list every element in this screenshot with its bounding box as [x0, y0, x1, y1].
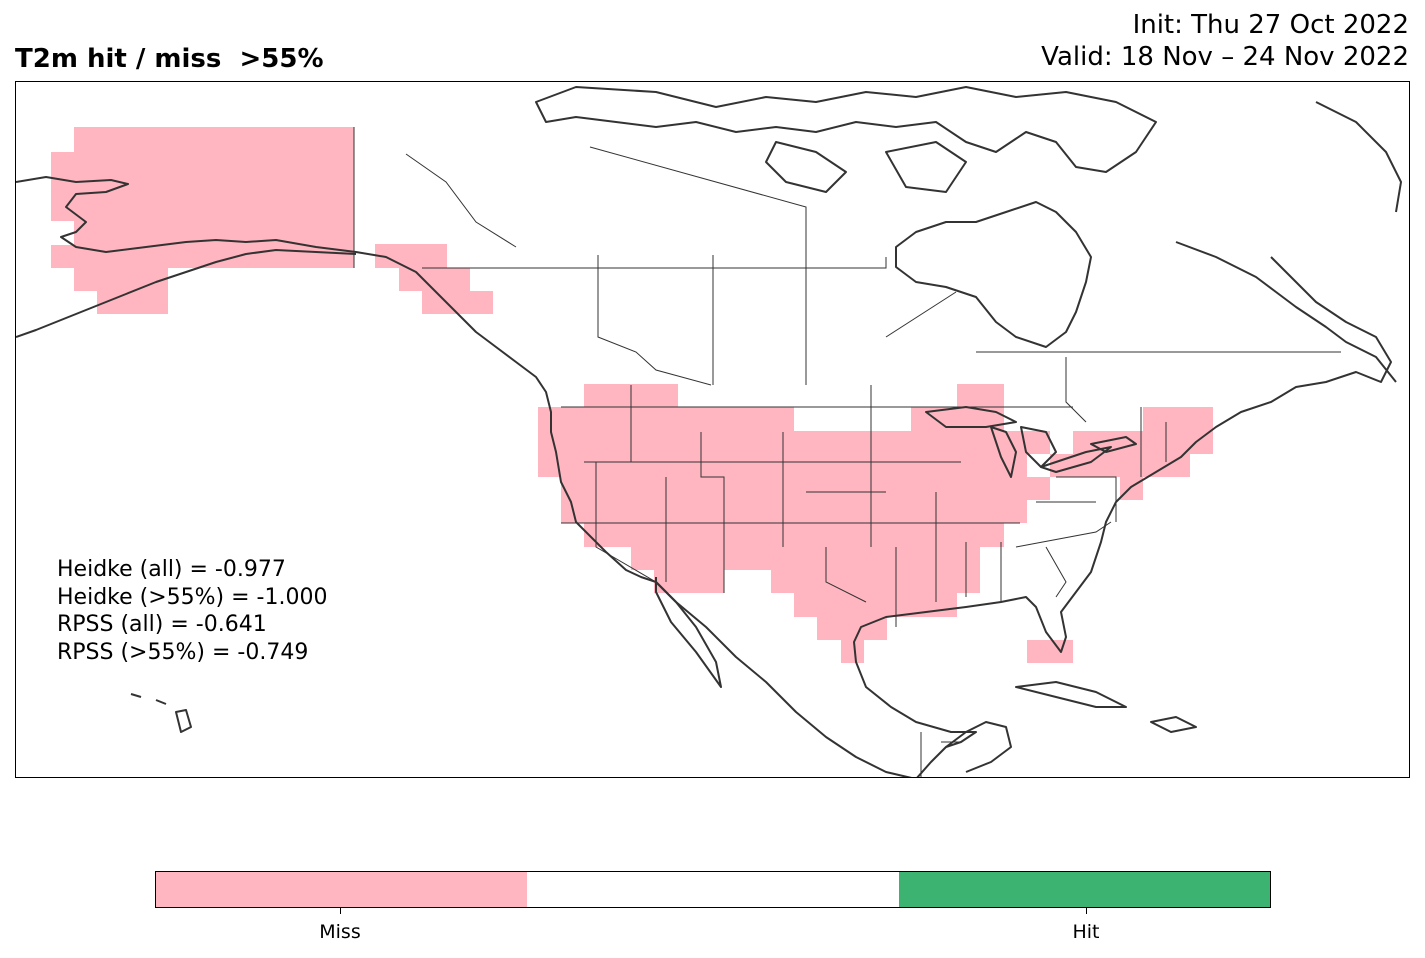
coastlines [16, 86, 1402, 777]
colorbar-miss-segment [156, 872, 528, 907]
miss-region-south-florida [1027, 640, 1073, 663]
colorbar-neutral-segment [527, 872, 899, 907]
valid-period: Valid: 18 Nov – 24 Nov 2022 [1041, 42, 1409, 72]
map-title: T2m hit / miss >55% [15, 44, 324, 74]
skill-scores: Heidke (all) = -0.977 Heidke (>55%) = -1… [57, 556, 327, 666]
political-borders [353, 127, 1341, 777]
colorbar-label-hit: Hit [1072, 921, 1100, 943]
colorbar-tick-miss [340, 908, 341, 914]
rpss-all: RPSS (all) = -0.641 [57, 612, 267, 637]
miss-region-alaska [51, 127, 354, 314]
map-panel [15, 81, 1410, 778]
heidke-55: Heidke (>55%) = -1.000 [57, 584, 328, 610]
heidke-all: Heidke (all) = -0.977 [57, 557, 286, 582]
miss-region-se-alaska [375, 244, 493, 314]
colorbar-tick-hit [1086, 908, 1087, 914]
rpss-55: RPSS (>55%) = -0.749 [57, 639, 309, 665]
init-date: Init: Thu 27 Oct 2022 [1132, 10, 1409, 40]
map-canvas [16, 86, 1402, 777]
colorbar [155, 871, 1271, 908]
colorbar-label-miss: Miss [319, 921, 361, 943]
colorbar-hit-segment [898, 872, 1270, 907]
